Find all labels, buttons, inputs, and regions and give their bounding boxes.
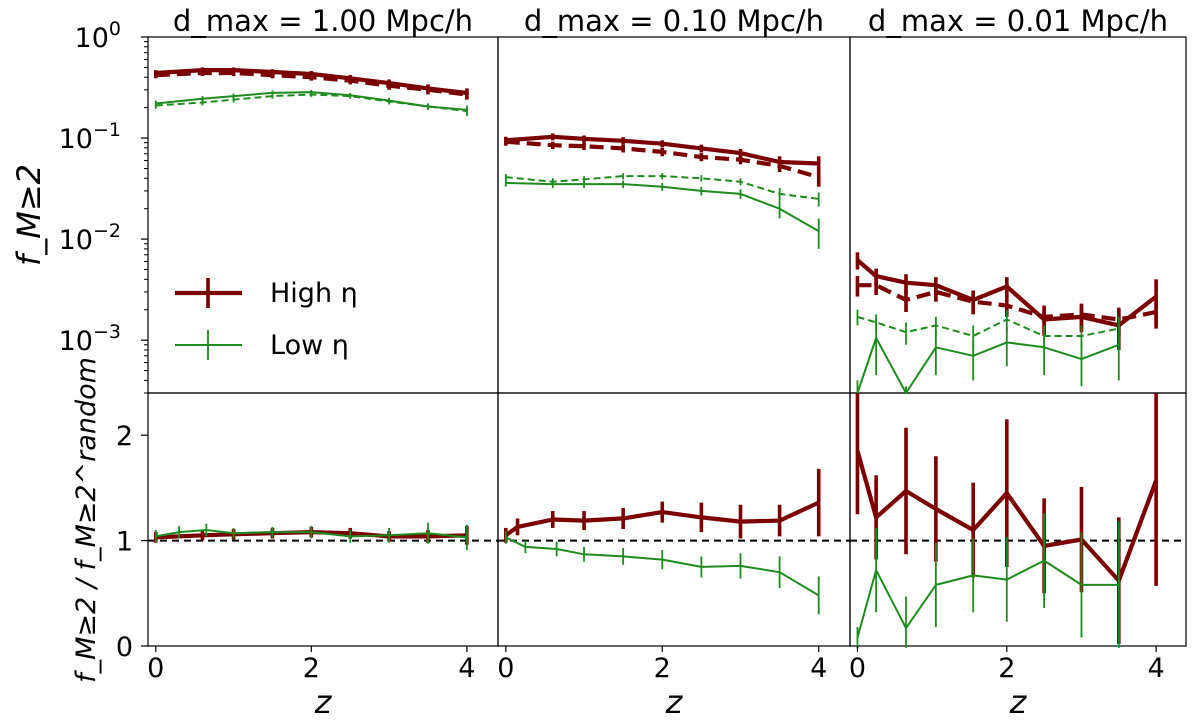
x-tick-label: 2: [998, 653, 1015, 684]
bottom-y-axis-label: f_M≥2 / f_M≥2^random: [71, 357, 102, 683]
top-y-axis-label: f_M≥2: [10, 164, 48, 266]
series-line: [155, 529, 468, 539]
series-line: [857, 283, 1157, 322]
series-line: [505, 536, 820, 597]
x-tick-label: 4: [458, 653, 475, 684]
panel-title: d_max = 0.10 Mpc/h: [524, 4, 824, 38]
panel-top-middle: [504, 133, 821, 249]
series-line: [857, 315, 1119, 337]
y-tick-label: 1: [116, 527, 133, 558]
x-axis-label: z: [1009, 683, 1028, 721]
legend-label-low: Low η: [270, 330, 349, 361]
x-tick-label: 2: [303, 653, 320, 684]
panel-bottom-middle: [498, 468, 850, 615]
panel-top-right: [855, 252, 1158, 394]
legend: High η Low η: [175, 278, 358, 361]
panel-bottom-right: [850, 393, 1186, 648]
legend-label-high: High η: [270, 278, 358, 309]
x-tick-label: 2: [654, 653, 671, 684]
x-tick-label: 4: [1148, 653, 1165, 684]
panel-title: d_max = 0.01 Mpc/h: [868, 4, 1168, 38]
panel-bottom-left: [148, 522, 498, 551]
x-axis-label: z: [314, 683, 333, 721]
series-line: [504, 500, 820, 538]
panel-title: d_max = 1.00 Mpc/h: [173, 4, 473, 38]
panel-top-left: [153, 67, 469, 117]
x-tick-label: 0: [497, 653, 514, 684]
y-tick-label: 2: [116, 421, 133, 452]
x-axis-label: z: [665, 683, 684, 721]
bottom-panel-frame: [849, 392, 1187, 647]
x-tick-label: 0: [147, 653, 164, 684]
panel-layer: [147, 36, 1187, 647]
y-tick-label: 0: [116, 632, 133, 663]
series-line: [855, 450, 1159, 583]
x-tick-label: 0: [849, 653, 866, 684]
chart-marks: [148, 67, 1186, 648]
x-tick-label: 4: [810, 653, 827, 684]
series-line: [856, 258, 1158, 328]
